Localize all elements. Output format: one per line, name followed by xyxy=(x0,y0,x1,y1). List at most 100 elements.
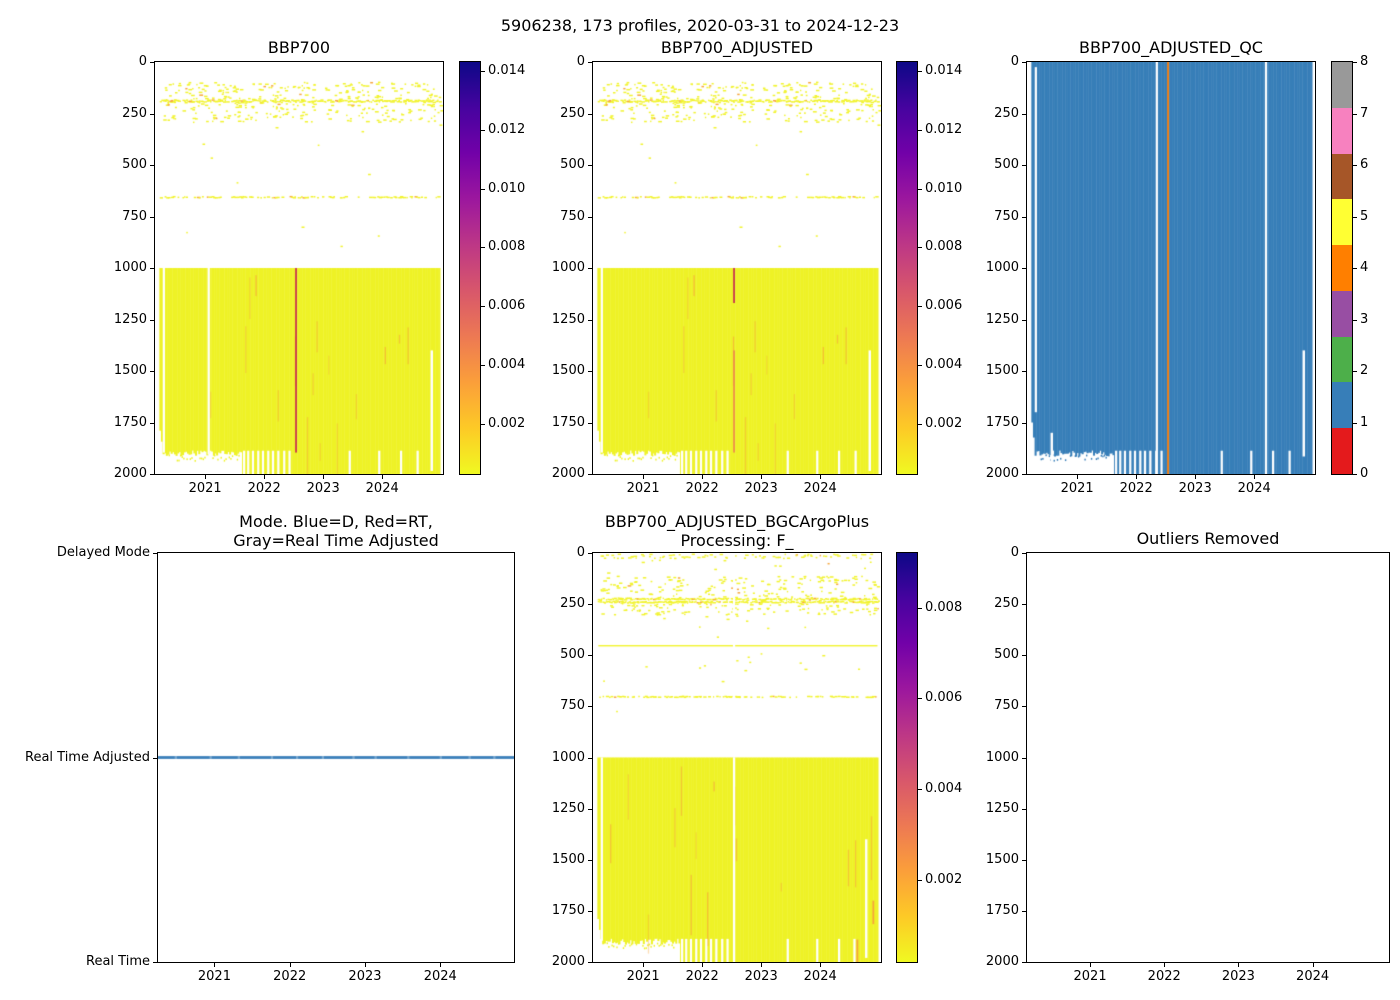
colorbar-tick xyxy=(1353,216,1357,218)
colorbar-tick-label: 0.004 xyxy=(488,357,526,373)
x-tick xyxy=(1312,963,1314,967)
y-tick xyxy=(588,268,592,269)
y-tick xyxy=(588,371,592,372)
y-tick-label: 500 xyxy=(560,157,585,172)
x-tick-label: 2023 xyxy=(306,481,340,496)
y-tick-label: 750 xyxy=(994,698,1019,714)
y-tick xyxy=(1022,422,1026,424)
y-tick xyxy=(588,165,592,166)
y-tick xyxy=(1022,62,1026,63)
x-tick-label: 2024 xyxy=(365,481,399,496)
colorbar-segment xyxy=(1332,62,1352,108)
x-tick xyxy=(702,963,704,967)
axes-box xyxy=(154,61,444,475)
y-tick-label: 2000 xyxy=(985,954,1019,969)
x-tick-label: 2021 xyxy=(197,969,231,984)
x-tick xyxy=(1077,475,1079,479)
y-tick xyxy=(153,757,157,759)
x-tick-label: 2024 xyxy=(803,481,837,496)
y-tick xyxy=(588,655,592,657)
x-tick-label: 2021 xyxy=(1073,969,1107,984)
colorbar-tick-label: 0.008 xyxy=(925,239,963,255)
y-tick xyxy=(588,706,592,708)
axes-box xyxy=(1026,61,1316,475)
y-tick xyxy=(588,216,592,218)
y-tick-label: 250 xyxy=(994,596,1019,612)
colorbar-tick xyxy=(1353,371,1357,372)
colorbar xyxy=(896,552,918,963)
y-tick-label: 1750 xyxy=(113,414,147,430)
colorbar-tick xyxy=(481,247,485,249)
y-tick xyxy=(150,422,154,424)
y-tick-label: 1500 xyxy=(985,363,1019,378)
colorbar-tick xyxy=(481,306,485,308)
y-tick xyxy=(588,553,592,554)
colorbar-segment xyxy=(1332,199,1352,246)
y-tick-label: 500 xyxy=(560,647,585,663)
x-tick xyxy=(1238,963,1240,967)
x-tick xyxy=(214,963,216,967)
y-tick-label: 0 xyxy=(1010,54,1019,69)
y-tick xyxy=(588,859,592,861)
y-tick-label: 750 xyxy=(560,698,585,714)
colorbar-tick xyxy=(918,607,922,609)
colorbar-segment xyxy=(1332,336,1352,383)
y-tick-label: 500 xyxy=(122,157,147,172)
y-tick-label: 1250 xyxy=(985,311,1019,327)
y-tick-label: 500 xyxy=(994,157,1019,172)
y-tick-label: 1000 xyxy=(551,749,585,765)
x-tick xyxy=(323,475,325,479)
y-tick xyxy=(1022,808,1026,810)
x-tick-label: 2024 xyxy=(1296,969,1330,984)
y-tick-label: 0 xyxy=(138,54,147,69)
x-tick-label: 2023 xyxy=(744,481,778,496)
panel-title: Mode. Blue=D, Red=RT, Gray=Real Time Adj… xyxy=(233,512,439,550)
colorbar-tick xyxy=(1353,422,1357,424)
colorbar-segment xyxy=(1332,290,1352,337)
x-tick-label: 2024 xyxy=(1237,481,1271,496)
y-tick xyxy=(150,165,154,166)
y-tick xyxy=(1022,268,1026,269)
x-tick xyxy=(205,475,207,479)
x-tick-label: 2022 xyxy=(273,969,307,984)
colorbar-tick xyxy=(918,129,922,131)
axes-box xyxy=(157,552,515,963)
x-tick-label: 2021 xyxy=(1060,481,1094,496)
y-tick xyxy=(1022,113,1026,115)
y-tick-label: 250 xyxy=(994,105,1019,121)
colorbar-tick xyxy=(918,306,922,308)
y-tick-label: 1750 xyxy=(551,902,585,918)
colorbar-tick-label: 0.008 xyxy=(925,599,963,615)
y-tick xyxy=(153,962,157,963)
y-tick-label: 0 xyxy=(576,54,585,69)
y-tick-label: 1750 xyxy=(551,414,585,430)
x-tick xyxy=(702,475,704,479)
y-tick-label: 750 xyxy=(994,208,1019,224)
figure-title: 5906238, 173 profiles, 2020-03-31 to 202… xyxy=(500,16,900,35)
y-tick xyxy=(1022,655,1026,657)
y-tick-label: Real Time xyxy=(86,954,150,969)
y-tick xyxy=(150,62,154,63)
colorbar xyxy=(896,61,918,475)
colorbar-tick xyxy=(918,423,922,425)
x-tick-label: 2023 xyxy=(348,969,382,984)
x-tick xyxy=(643,475,645,479)
y-tick-label: 2000 xyxy=(113,466,147,481)
y-tick-label: 1250 xyxy=(551,311,585,327)
y-tick-label: 1000 xyxy=(113,260,147,275)
y-tick xyxy=(1022,910,1026,912)
y-tick xyxy=(1022,371,1026,372)
colorbar-tick xyxy=(1353,268,1357,269)
y-tick xyxy=(588,808,592,810)
y-tick-label: 750 xyxy=(560,208,585,224)
colorbar-tick-label: 3 xyxy=(1360,311,1369,327)
y-tick xyxy=(1022,474,1026,475)
y-tick xyxy=(150,474,154,475)
y-tick xyxy=(588,319,592,321)
y-tick xyxy=(588,62,592,63)
y-tick xyxy=(588,910,592,912)
x-tick-label: 2024 xyxy=(803,969,837,984)
